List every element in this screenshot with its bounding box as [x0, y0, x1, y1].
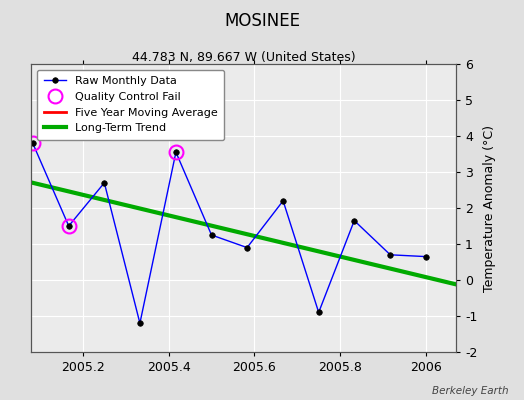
Raw Monthly Data	[423, 254, 429, 259]
Raw Monthly Data	[209, 232, 215, 237]
Raw Monthly Data	[66, 224, 72, 228]
Raw Monthly Data	[137, 321, 143, 326]
Legend: Raw Monthly Data, Quality Control Fail, Five Year Moving Average, Long-Term Tren: Raw Monthly Data, Quality Control Fail, …	[37, 70, 224, 140]
Quality Control Fail	[66, 224, 72, 228]
Quality Control Fail	[29, 141, 36, 146]
Text: MOSINEE: MOSINEE	[224, 12, 300, 30]
Raw Monthly Data	[315, 310, 322, 315]
Raw Monthly Data	[351, 218, 357, 223]
Raw Monthly Data	[173, 150, 179, 154]
Raw Monthly Data	[244, 245, 250, 250]
Raw Monthly Data	[280, 198, 286, 203]
Raw Monthly Data	[101, 180, 107, 185]
Y-axis label: Temperature Anomaly (°C): Temperature Anomaly (°C)	[483, 124, 496, 292]
Raw Monthly Data	[387, 252, 394, 257]
Line: Raw Monthly Data: Raw Monthly Data	[30, 140, 429, 326]
Text: Berkeley Earth: Berkeley Earth	[432, 386, 508, 396]
Quality Control Fail	[173, 150, 179, 154]
Line: Quality Control Fail: Quality Control Fail	[26, 136, 183, 233]
Raw Monthly Data	[29, 141, 36, 146]
Title: 44.783 N, 89.667 W (United States): 44.783 N, 89.667 W (United States)	[132, 51, 355, 64]
